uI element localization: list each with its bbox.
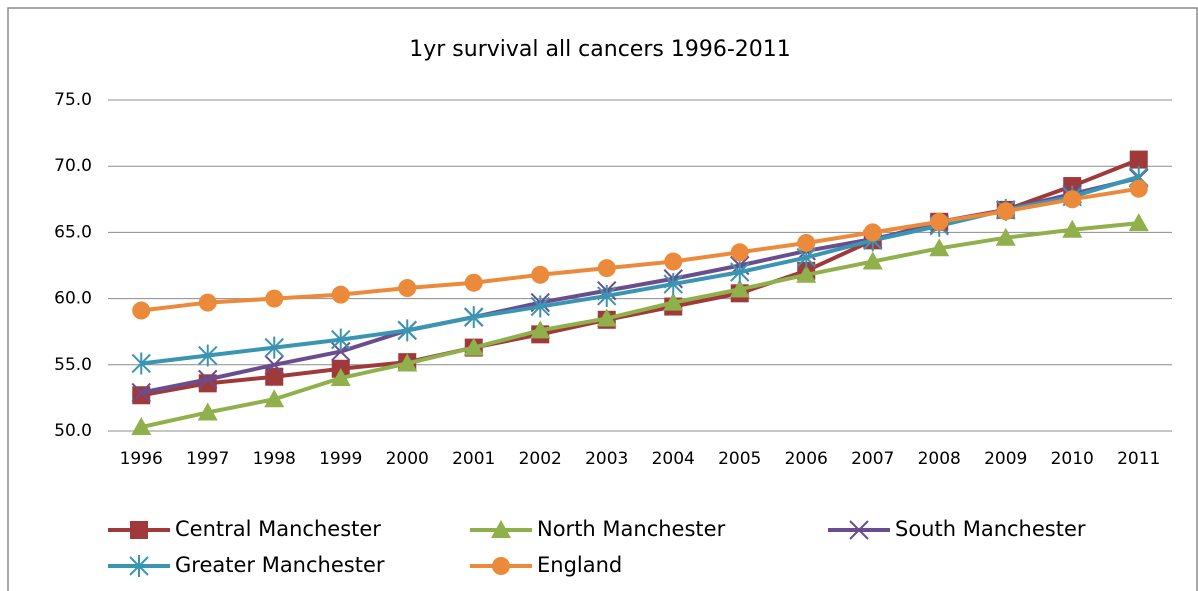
marker xyxy=(198,344,218,367)
legend-item: England xyxy=(470,553,622,577)
marker xyxy=(131,382,151,403)
legend-item: Central Manchester xyxy=(108,517,381,541)
x-tick-label: 2002 xyxy=(519,449,562,469)
marker xyxy=(796,264,817,283)
x-tick-label: 2011 xyxy=(1117,449,1160,469)
marker xyxy=(729,279,750,298)
marker xyxy=(264,389,285,408)
x-tick-label: 2007 xyxy=(851,449,894,469)
marker xyxy=(663,292,684,311)
marker xyxy=(463,337,484,356)
marker xyxy=(929,238,950,257)
legend-label: North Manchester xyxy=(537,517,726,541)
marker xyxy=(197,402,218,421)
marker xyxy=(849,520,869,540)
series-line xyxy=(141,186,1140,313)
x-tick-label: 2005 xyxy=(718,449,761,469)
x-tick-label: 1997 xyxy=(186,449,229,469)
marker xyxy=(530,320,551,339)
marker xyxy=(664,252,683,271)
marker xyxy=(330,368,351,387)
marker xyxy=(995,227,1016,246)
y-tick-label: 60.0 xyxy=(54,289,92,309)
x-tick-label: 1996 xyxy=(120,449,163,469)
marker xyxy=(130,521,148,539)
marker xyxy=(397,353,418,372)
marker xyxy=(862,251,883,270)
marker xyxy=(1129,150,1148,169)
marker xyxy=(264,336,284,359)
marker xyxy=(730,261,750,284)
y-tick-label: 75.0 xyxy=(54,90,92,110)
marker xyxy=(492,557,510,575)
legend-label: Greater Manchester xyxy=(175,553,385,577)
marker xyxy=(797,233,816,252)
legend-item: North Manchester xyxy=(470,517,726,541)
marker xyxy=(1063,190,1082,209)
marker xyxy=(131,352,151,375)
marker xyxy=(464,306,484,329)
marker xyxy=(132,386,151,405)
x-tick-label: 1998 xyxy=(253,449,296,469)
marker xyxy=(1129,179,1148,198)
x-tick-label: 2001 xyxy=(452,449,495,469)
marker xyxy=(996,202,1015,221)
x-tick-label: 1999 xyxy=(319,449,362,469)
marker xyxy=(597,284,617,307)
marker xyxy=(264,355,284,375)
marker xyxy=(265,367,284,386)
marker xyxy=(265,289,284,308)
marker xyxy=(331,328,351,351)
marker xyxy=(597,259,616,278)
x-tick-label: 2000 xyxy=(386,449,429,469)
x-tick-label: 2004 xyxy=(652,449,695,469)
marker xyxy=(129,555,149,577)
series xyxy=(132,179,1148,320)
marker xyxy=(131,417,152,436)
marker xyxy=(397,319,417,342)
marker xyxy=(398,279,417,298)
marker xyxy=(132,301,151,320)
x-tick-label: 2010 xyxy=(1051,449,1094,469)
marker xyxy=(930,212,949,231)
marker xyxy=(198,293,217,312)
marker xyxy=(1062,219,1083,238)
x-tick-label: 2008 xyxy=(918,449,961,469)
y-tick-label: 50.0 xyxy=(54,421,92,441)
marker xyxy=(530,295,550,318)
x-tick-label: 2003 xyxy=(585,449,628,469)
legend-item: Greater Manchester xyxy=(108,553,385,577)
series-line xyxy=(140,221,1139,429)
legend-label: Central Manchester xyxy=(175,517,381,541)
marker xyxy=(531,265,550,284)
marker xyxy=(596,308,617,327)
marker xyxy=(730,243,749,262)
marker xyxy=(464,273,483,292)
legend-item: South Manchester xyxy=(828,517,1086,541)
x-tick-label: 2009 xyxy=(984,449,1027,469)
legend-label: South Manchester xyxy=(895,517,1086,541)
marker xyxy=(331,285,350,304)
y-tick-label: 55.0 xyxy=(54,355,92,375)
series xyxy=(131,213,1149,436)
marker xyxy=(491,520,511,538)
legend-label: England xyxy=(537,553,622,577)
x-tick-label: 2006 xyxy=(785,449,828,469)
y-tick-label: 65.0 xyxy=(54,222,92,242)
marker xyxy=(663,273,683,296)
y-tick-label: 70.0 xyxy=(54,156,92,176)
marker xyxy=(198,369,218,390)
chart-title: 1yr survival all cancers 1996-2011 xyxy=(409,37,791,62)
marker xyxy=(863,223,882,242)
marker xyxy=(1128,213,1149,232)
